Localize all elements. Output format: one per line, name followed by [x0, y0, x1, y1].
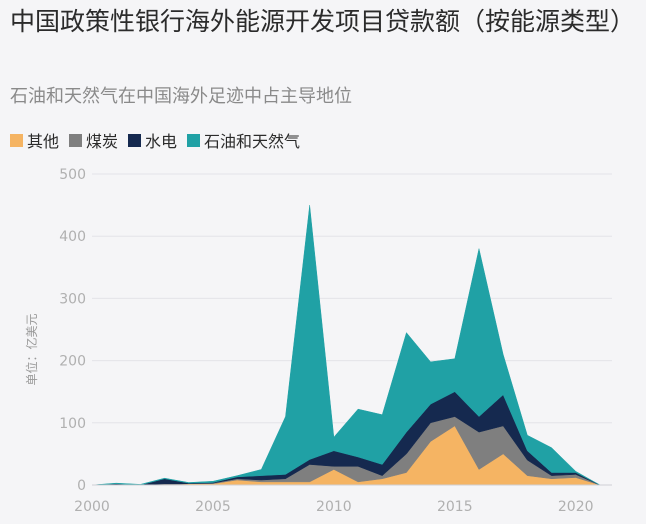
legend-label-oil-gas: 石油和天然气 — [204, 132, 301, 151]
legend-swatch-oil-gas — [187, 133, 201, 147]
area-series-3 — [91, 205, 601, 486]
legend-swatch-other — [10, 133, 23, 147]
x-tick-label: 2000 — [74, 499, 110, 515]
x-tick-label: 2005 — [195, 499, 231, 515]
y-tick-label: 100 — [59, 416, 86, 432]
y-tick-label: 300 — [59, 291, 86, 307]
y-tick-label: 400 — [59, 229, 86, 245]
y-tick-label: 0 — [77, 478, 86, 494]
y-tick-label: 200 — [59, 354, 86, 370]
legend-item-oil-gas: 石油和天然气 — [187, 128, 300, 152]
legend-swatch-hydro — [128, 133, 142, 147]
chart-subtitle: 石油和天然气在中国海外足迹中占主导地位 — [10, 86, 352, 107]
y-axis-label: 单位：亿美元 — [24, 313, 39, 385]
legend-label-hydro: 水电 — [145, 132, 178, 151]
y-tick-label: 500 — [59, 167, 86, 183]
x-tick-label: 2015 — [437, 499, 473, 515]
chart-title: 中国政策性银行海外能源开发项目贷款额（按能源类型） — [10, 7, 636, 36]
legend-item-other: 其他 — [10, 128, 59, 152]
y-axis-ticks: 0 100 200 300 400 500 — [59, 167, 86, 494]
legend: 其他 煤炭 水电 石油和天然气 — [10, 128, 310, 152]
x-tick-label: 2010 — [316, 499, 352, 515]
legend-swatch-coal — [69, 133, 83, 147]
legend-item-hydro: 水电 — [128, 128, 177, 152]
legend-label-coal: 煤炭 — [86, 132, 119, 151]
gridlines — [92, 173, 612, 424]
x-axis-ticks: 2000 2005 2010 2015 2020 — [74, 499, 593, 515]
area-series — [91, 205, 612, 486]
legend-label-other: 其他 — [27, 132, 60, 151]
x-tick-label: 2020 — [558, 499, 594, 515]
legend-item-coal: 煤炭 — [69, 128, 118, 152]
